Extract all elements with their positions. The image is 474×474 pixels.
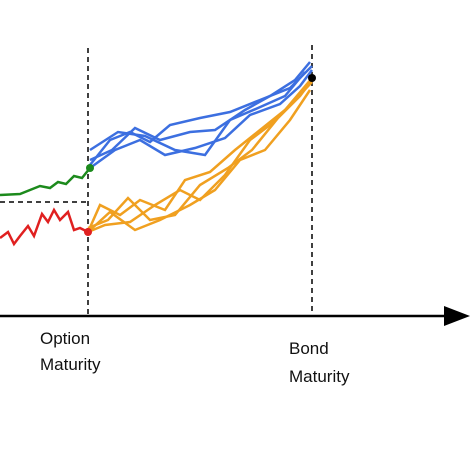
option-label: Option (40, 329, 90, 348)
green-dot (86, 164, 94, 172)
bond-price-path (0, 167, 91, 197)
rate-path (0, 207, 89, 247)
orange-paths (86, 77, 313, 234)
bond-label: Maturity (289, 367, 350, 386)
bond-label: Bond (289, 339, 329, 358)
option-label: Maturity (40, 355, 101, 374)
axis-arrow (444, 306, 470, 326)
red-dot (84, 228, 92, 236)
blue-paths (89, 61, 313, 170)
end-dot (308, 74, 316, 82)
